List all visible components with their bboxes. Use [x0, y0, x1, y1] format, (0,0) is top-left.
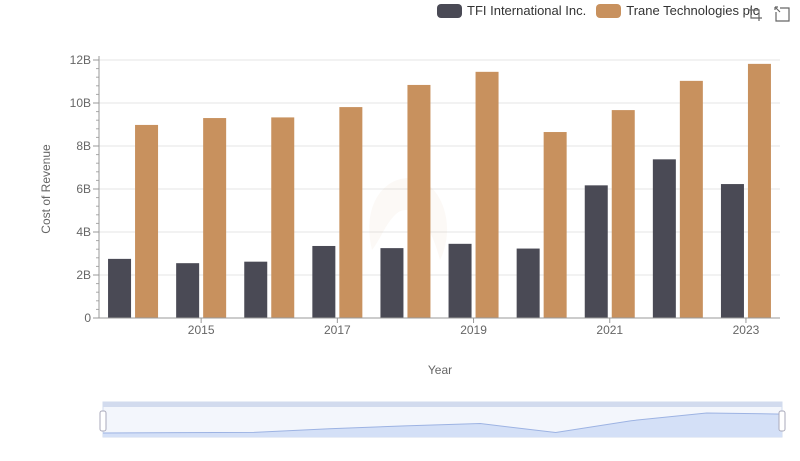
y-axis-title: Cost of Revenue [39, 144, 53, 234]
bar-tfi[interactable] [584, 185, 608, 318]
x-tick-label: 2019 [460, 323, 487, 337]
zoom-drag-bar[interactable] [103, 402, 782, 407]
legend-swatch-tfi [437, 3, 462, 18]
bar-tfi[interactable] [244, 261, 268, 318]
bar-trane[interactable] [747, 63, 771, 319]
axes [93, 56, 780, 323]
x-tick-labels: 2015 2017 2019 2021 2023 [188, 323, 760, 337]
bar-trane[interactable] [339, 107, 363, 319]
bars [108, 63, 771, 319]
legend-label-tfi: TFI International Inc. [467, 3, 587, 18]
y-tick-labels: 0 2B 4B 6B 8B 10B 12B [70, 53, 92, 325]
bar-tfi[interactable] [312, 245, 336, 318]
x-tick-label: 2017 [324, 323, 351, 337]
bar-tfi[interactable] [448, 243, 472, 318]
legend-item-trane[interactable]: Trane Technologies plc [596, 3, 759, 18]
bar-tfi[interactable] [176, 263, 200, 318]
restore-icon[interactable] [774, 6, 790, 22]
bar-trane[interactable] [203, 118, 227, 318]
y-tick-label: 2B [76, 268, 91, 282]
x-axis-title: Year [428, 363, 452, 377]
bar-trane[interactable] [135, 124, 159, 319]
x-tick-label: 2021 [596, 323, 623, 337]
legend-swatch-trane [596, 3, 622, 18]
y-tick-label: 10B [70, 96, 91, 110]
bar-tfi[interactable] [720, 184, 744, 318]
bar-trane[interactable] [543, 132, 567, 318]
data-zoom-slider[interactable] [99, 401, 786, 438]
y-tick-label: 0 [84, 311, 91, 325]
bar-trane[interactable] [271, 117, 295, 318]
bar-tfi[interactable] [652, 159, 676, 318]
legend-label-trane: Trane Technologies plc [626, 3, 760, 18]
zoom-handle-left[interactable] [99, 410, 107, 432]
zoom-preview-line [102, 412, 783, 434]
bar-trane[interactable] [611, 110, 635, 318]
y-tick-label: 4B [76, 225, 91, 239]
bar-trane[interactable] [475, 71, 499, 318]
zoom-handle-right[interactable] [778, 410, 786, 432]
legend: TFI International Inc. Trane Technologie… [437, 3, 769, 18]
x-tick-label: 2015 [188, 323, 215, 337]
y-tick-label: 6B [76, 182, 91, 196]
legend-item-tfi[interactable]: TFI International Inc. [437, 3, 586, 18]
x-tick-label: 2023 [733, 323, 760, 337]
bar-trane[interactable] [679, 80, 703, 318]
bar-tfi[interactable] [108, 258, 132, 318]
zoom-select-icon[interactable] [747, 6, 763, 22]
y-tick-label: 8B [76, 139, 91, 153]
bar-trane[interactable] [407, 84, 431, 318]
bar-tfi[interactable] [516, 248, 540, 318]
y-tick-label: 12B [70, 53, 91, 67]
bar-tfi[interactable] [380, 248, 404, 318]
